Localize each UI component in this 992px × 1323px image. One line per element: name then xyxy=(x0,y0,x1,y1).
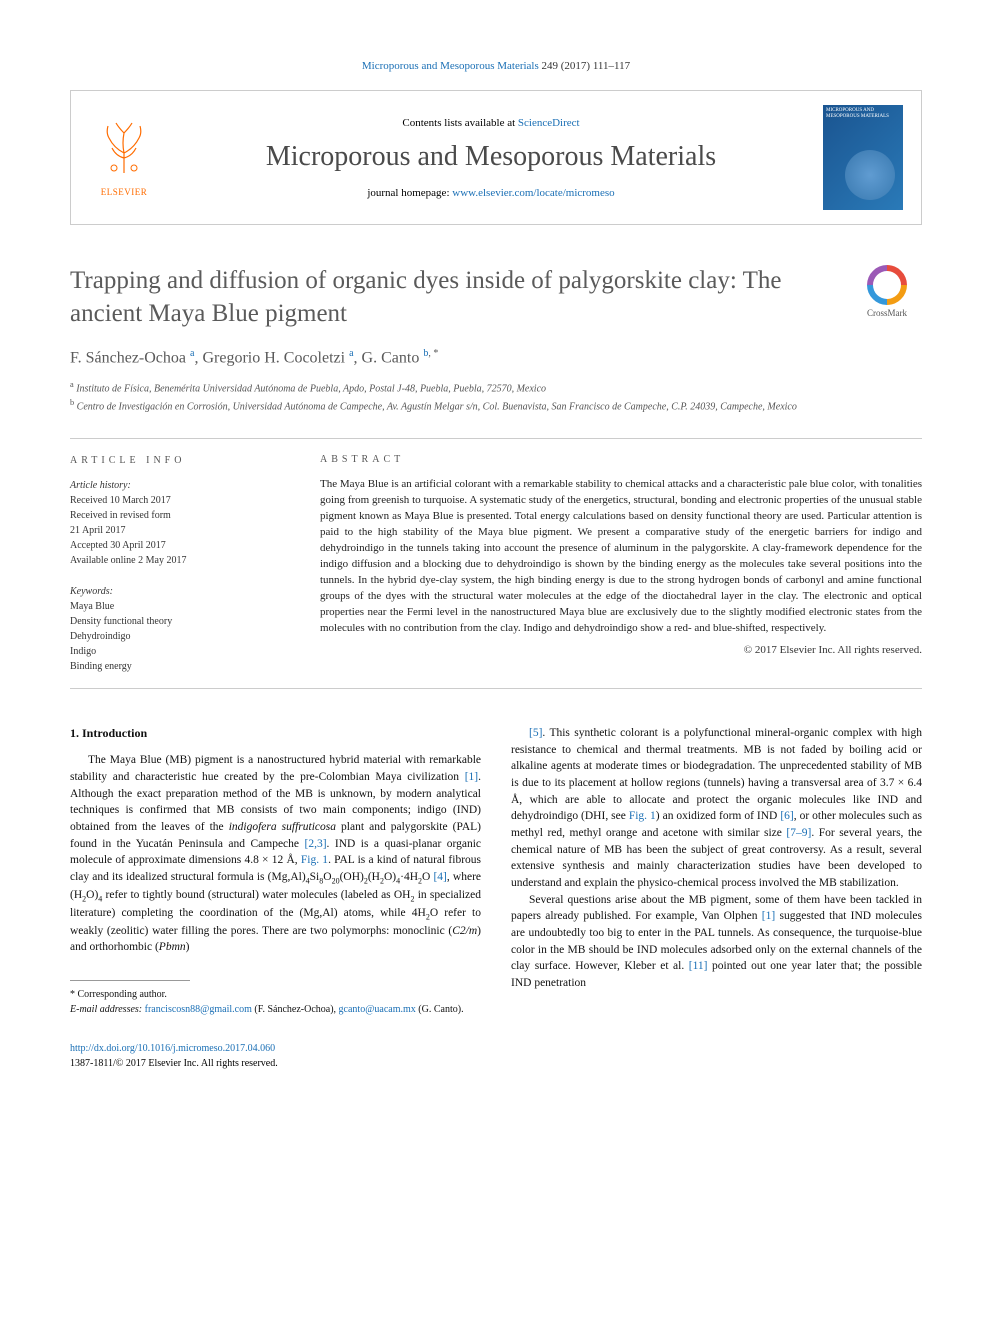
body-paragraph: Several questions arise about the MB pig… xyxy=(511,892,922,992)
keywords-list: Maya BlueDensity functional theoryDehydr… xyxy=(70,599,290,674)
citation-volume: 249 (2017) 111–117 xyxy=(542,60,631,72)
abstract-heading: ABSTRACT xyxy=(320,453,922,468)
contents-line: Contents lists available at ScienceDirec… xyxy=(179,117,803,129)
keyword-item: Dehydroindigo xyxy=(70,629,290,644)
crossmark-label: CrossMark xyxy=(867,308,907,318)
author-email-2[interactable]: gcanto@uacam.mx xyxy=(339,1004,416,1015)
homepage-line: journal homepage: www.elsevier.com/locat… xyxy=(179,187,803,199)
email-who-1: (F. Sánchez-Ochoa), xyxy=(254,1004,336,1015)
affiliation-b: Centro de Investigación en Corrosión, Un… xyxy=(77,401,797,412)
divider xyxy=(70,688,922,689)
article-title: Trapping and diffusion of organic dyes i… xyxy=(70,265,832,330)
keyword-item: Density functional theory xyxy=(70,614,290,629)
abstract-copyright: © 2017 Elsevier Inc. All rights reserved… xyxy=(320,643,922,659)
email-label: E-mail addresses: xyxy=(70,1004,142,1015)
keyword-item: Maya Blue xyxy=(70,599,290,614)
citation-journal-link[interactable]: Microporous and Mesoporous Materials xyxy=(362,60,539,72)
crossmark-icon xyxy=(859,257,916,314)
doi-link[interactable]: http://dx.doi.org/10.1016/j.micromeso.20… xyxy=(70,1043,275,1054)
citation-header: Microporous and Mesoporous Materials 249… xyxy=(70,60,922,72)
keywords-label: Keywords: xyxy=(70,584,290,599)
body-paragraph: [5]. This synthetic colorant is a polyfu… xyxy=(511,725,922,892)
cover-title: MICROPOROUS AND MESOPOROUS MATERIALS xyxy=(823,105,903,122)
crossmark-badge[interactable]: CrossMark xyxy=(852,265,922,318)
journal-cover-thumb: MICROPOROUS AND MESOPOROUS MATERIALS xyxy=(823,105,903,210)
keyword-item: Indigo xyxy=(70,644,290,659)
body-paragraph: The Maya Blue (MB) pigment is a nanostru… xyxy=(70,752,481,956)
section-1-heading: 1. Introduction xyxy=(70,725,481,742)
elsevier-tree-icon xyxy=(94,118,154,178)
journal-homepage-link[interactable]: www.elsevier.com/locate/micromeso xyxy=(452,187,614,199)
history-item: Accepted 30 April 2017 xyxy=(70,538,290,553)
page-footer: http://dx.doi.org/10.1016/j.micromeso.20… xyxy=(70,1041,922,1071)
article-info-heading: ARTICLE INFO xyxy=(70,453,290,468)
sciencedirect-link[interactable]: ScienceDirect xyxy=(518,117,580,129)
divider xyxy=(70,438,922,439)
history-item: 21 April 2017 xyxy=(70,523,290,538)
affiliation-a: Instituto de Física, Benemérita Universi… xyxy=(76,384,546,395)
author-email-1[interactable]: franciscosn88@gmail.com xyxy=(145,1004,252,1015)
issn-copyright: 1387-1811/© 2017 Elsevier Inc. All right… xyxy=(70,1056,922,1071)
publisher-logo-block: ELSEVIER xyxy=(89,118,159,197)
history-list: Received 10 March 2017Received in revise… xyxy=(70,493,290,568)
abstract-text: The Maya Blue is an artificial colorant … xyxy=(320,477,922,636)
footnote-separator xyxy=(70,980,190,981)
affiliations: a Instituto de Física, Benemérita Univer… xyxy=(70,379,922,414)
history-item: Available online 2 May 2017 xyxy=(70,553,290,568)
footnotes: * Corresponding author. E-mail addresses… xyxy=(70,987,481,1017)
corresponding-author-note: * Corresponding author. xyxy=(70,987,481,1002)
cover-graphic-icon xyxy=(845,150,895,200)
author-list: F. Sánchez-Ochoa a, Gregorio H. Cocoletz… xyxy=(70,348,922,367)
email-who-2: (G. Canto). xyxy=(418,1004,463,1015)
history-item: Received in revised form xyxy=(70,508,290,523)
journal-name: Microporous and Mesoporous Materials xyxy=(179,141,803,173)
history-label: Article history: xyxy=(70,478,290,493)
history-item: Received 10 March 2017 xyxy=(70,493,290,508)
publisher-label: ELSEVIER xyxy=(89,187,159,197)
journal-banner: ELSEVIER Contents lists available at Sci… xyxy=(70,90,922,225)
keyword-item: Binding energy xyxy=(70,659,290,674)
